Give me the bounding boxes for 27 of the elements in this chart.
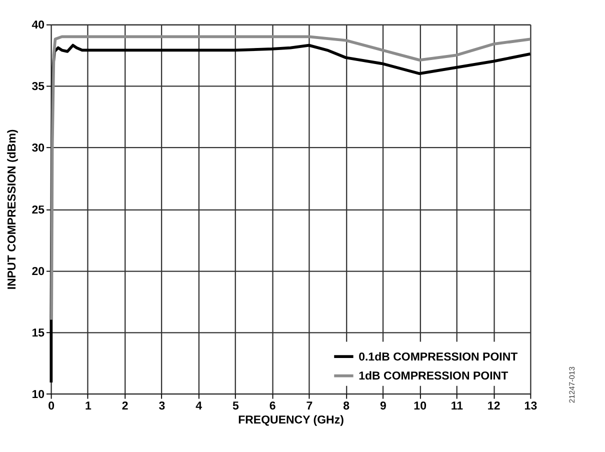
x-tick-label: 13	[524, 400, 538, 412]
y-tick-label: 40	[32, 20, 45, 32]
x-tick-label: 7	[306, 400, 313, 412]
y-tick-label: 35	[32, 81, 46, 94]
x-tick-label: 3	[158, 400, 166, 412]
x-tick-label: 6	[269, 400, 276, 412]
x-tick-label: 8	[343, 400, 350, 412]
x-axis-title: FREQUENCY (GHz)	[238, 414, 344, 427]
x-tick-label: 0	[48, 400, 54, 412]
y-tick-label: 20	[32, 266, 45, 278]
y-tick-label: 15	[32, 327, 46, 340]
text: 21247-013	[567, 366, 576, 404]
x-tick-label: 9	[380, 400, 386, 412]
line-series	[50, 35, 532, 322]
y-tick-label: 30	[32, 142, 45, 155]
x-tick-label: 2	[122, 400, 128, 412]
x-tick-label: 11	[450, 400, 464, 412]
x-tick-label: 12	[487, 400, 500, 412]
legend-label: 0.1dB COMPRESSION POINT	[358, 351, 518, 364]
x-tick-label: 4	[196, 400, 203, 412]
y-tick-label: 10	[32, 388, 45, 401]
y-tick-label: 25	[32, 204, 46, 216]
x-tick-label: 1	[84, 400, 92, 412]
legend-label: 1dB COMPRESSION POINT	[358, 370, 508, 383]
x-tick-label: 5	[232, 400, 240, 412]
y-axis-title: INPUT COMPRESSION (dBm)	[6, 129, 18, 290]
x-tick-label: 10	[414, 400, 426, 412]
